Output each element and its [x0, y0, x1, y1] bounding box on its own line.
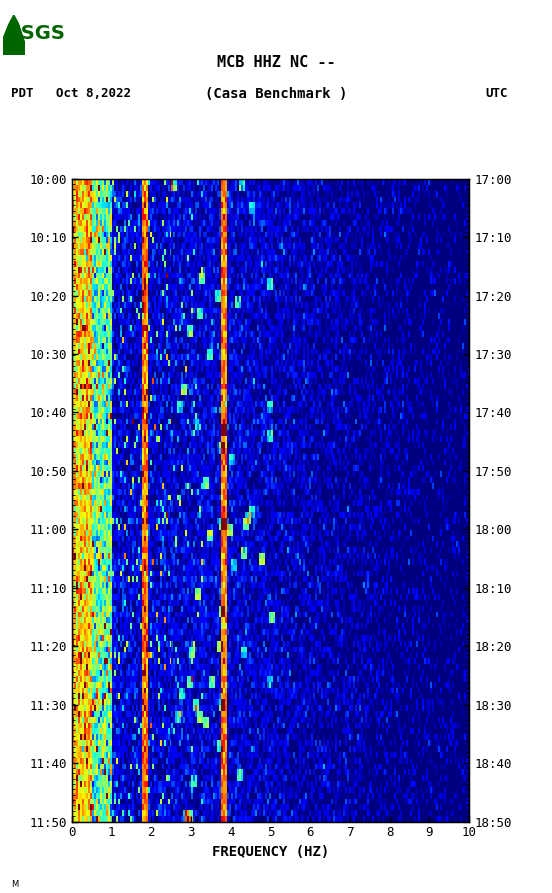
Text: (Casa Benchmark ): (Casa Benchmark ) [205, 87, 347, 101]
Text: MCB HHZ NC --: MCB HHZ NC -- [217, 55, 335, 70]
Text: PDT   Oct 8,2022: PDT Oct 8,2022 [11, 88, 131, 100]
Text: USGS: USGS [6, 24, 65, 43]
Text: UTC: UTC [485, 88, 508, 100]
Text: M: M [11, 880, 18, 889]
X-axis label: FREQUENCY (HZ): FREQUENCY (HZ) [212, 845, 329, 859]
Polygon shape [3, 15, 25, 55]
